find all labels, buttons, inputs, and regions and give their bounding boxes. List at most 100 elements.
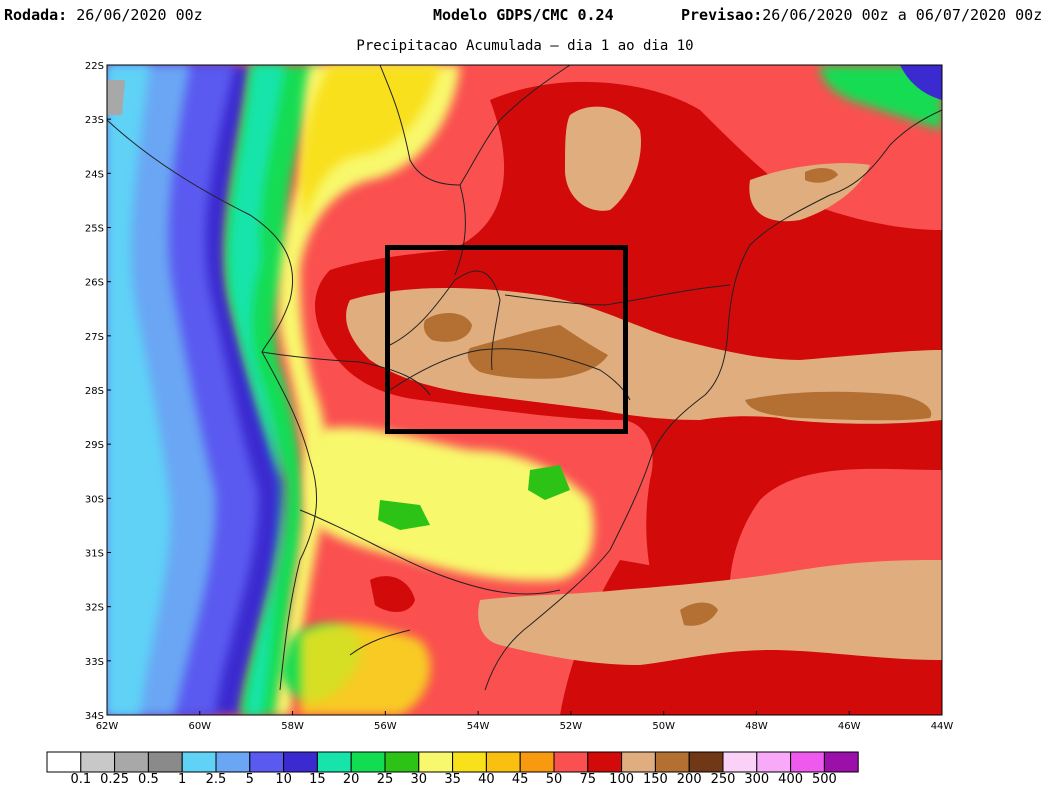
lat-tick-label: 24S: [85, 169, 104, 180]
legend-label: 300: [744, 772, 770, 787]
run-value: 26/06/2020 00z: [76, 6, 203, 24]
legend-label: 0.1: [70, 772, 92, 787]
lat-tick-label: 33S: [85, 657, 104, 668]
legend-label: 1: [178, 772, 187, 787]
legend-label: 15: [309, 772, 326, 787]
latitude-axis: 22S 23S 24S 25S 26S 27S 28S 29S 30S 31S 32S 33S 34S: [85, 61, 111, 722]
legend-swatch: [621, 751, 656, 773]
legend-swatch: [756, 751, 792, 773]
band-30-patch: [378, 500, 430, 530]
legend-swatch: [587, 751, 623, 773]
band-200-a: [423, 313, 472, 342]
band-30-patch-2: [528, 465, 570, 500]
lon-tick-label: 62W: [96, 721, 119, 732]
legend-swatch: [147, 751, 183, 773]
lon-tick-label: 52W: [560, 721, 583, 732]
band-40: [300, 65, 440, 230]
lon-tick-label: 48W: [745, 721, 768, 732]
border-paraguay: [106, 119, 431, 396]
legend-label: 5: [245, 772, 254, 787]
legend-colorbar: [46, 751, 859, 773]
legend-swatch: [114, 751, 149, 773]
lat-tick-label: 32S: [85, 603, 104, 614]
chart-subtitle: Precipitacao Acumulada – dia 1 ao dia 10: [356, 38, 694, 54]
forecast-label: Previsao:26/06/2020 00z a 06/07/2020 00z: [681, 6, 1043, 24]
legend-swatch: [418, 751, 454, 773]
lon-tick-label: 58W: [281, 721, 304, 732]
band-15-ne: [900, 65, 942, 100]
border-misiones: [389, 270, 501, 371]
band-100-patch: [370, 576, 415, 612]
legend-label: 2.5: [205, 772, 227, 787]
region-highlight-box: [385, 245, 628, 434]
border-pr-sp: [454, 184, 466, 276]
legend-label: 400: [778, 772, 804, 787]
lon-tick-label: 46W: [838, 721, 861, 732]
legend-swatch: [46, 751, 82, 773]
lat-tick-label: 30S: [85, 494, 104, 505]
legend-swatch: [283, 751, 318, 773]
legend-swatch: [350, 751, 386, 773]
legend-label: 0.25: [100, 772, 130, 787]
model-name: Modelo GDPS/CMC 0.24: [433, 6, 614, 24]
legend-swatch: [384, 751, 420, 773]
longitude-axis: 62W 60W 58W 56W 54W 52W 50W 48W 46W 44W: [96, 711, 954, 732]
lat-tick-label: 26S: [85, 278, 104, 289]
lat-tick-label: 25S: [85, 224, 104, 235]
legend-label: 30: [410, 772, 428, 787]
legend-label: 35: [444, 772, 461, 787]
lon-tick-label: 50W: [652, 721, 675, 732]
legend-label: 45: [511, 772, 529, 787]
legend-swatch: [790, 751, 825, 773]
border-argentina-uy: [261, 351, 317, 691]
legend-swatch: [722, 751, 758, 773]
legend-label: 10: [275, 772, 292, 787]
legend-label: 75: [579, 772, 597, 787]
legend-swatch: [823, 751, 859, 773]
legend-label: 0.5: [138, 772, 159, 787]
legend-swatch: [452, 751, 487, 773]
band-150-north: [565, 106, 641, 211]
lat-tick-label: 27S: [85, 332, 104, 343]
border-sp-mg: [459, 64, 571, 186]
band-200-c: [745, 391, 932, 421]
band-2-5: [107, 65, 171, 715]
band-150-ne: [749, 163, 870, 222]
legend-swatch: [688, 751, 724, 773]
legend-label: 40: [478, 772, 495, 787]
legend-swatch: [553, 751, 589, 773]
run-label: Rodada: 26/06/2020 00z: [4, 6, 203, 24]
lat-tick-label: 22S: [85, 61, 104, 72]
band-200-d: [680, 602, 718, 626]
legend-swatch: [316, 751, 352, 773]
legend-label: 500: [811, 772, 837, 787]
lat-tick-label: 29S: [85, 440, 104, 451]
legend-swatch: [485, 751, 521, 773]
legend-swatch: [654, 751, 690, 773]
band-200-e: [805, 168, 838, 183]
lon-tick-label: 60W: [188, 721, 211, 732]
border-rs-uy: [299, 509, 561, 595]
border-ms-pr: [379, 64, 461, 186]
border-pr-sc: [504, 284, 731, 306]
legend-swatch: [80, 751, 116, 773]
legend-swatch: [181, 751, 217, 773]
forecast-value: 26/06/2020 00z a 06/07/2020 00z: [762, 6, 1043, 24]
legend-label: 250: [710, 772, 736, 787]
band-0-5: [107, 80, 125, 115]
lat-tick-label: 28S: [85, 386, 104, 397]
lat-tick-label: 34S: [85, 711, 104, 722]
legend-label: 20: [342, 772, 360, 787]
precipitation-field: [107, 65, 942, 715]
river-plate: [349, 629, 411, 656]
legend-label: 50: [545, 772, 563, 787]
legend-label: 150: [642, 772, 668, 787]
legend-swatch: [215, 751, 251, 773]
legend-label: 25: [376, 772, 394, 787]
border-sc-rs: [389, 348, 631, 401]
lon-tick-label: 56W: [374, 721, 397, 732]
boundaries: [106, 64, 943, 691]
legend-label: 100: [609, 772, 635, 787]
lon-tick-label: 44W: [931, 721, 954, 732]
